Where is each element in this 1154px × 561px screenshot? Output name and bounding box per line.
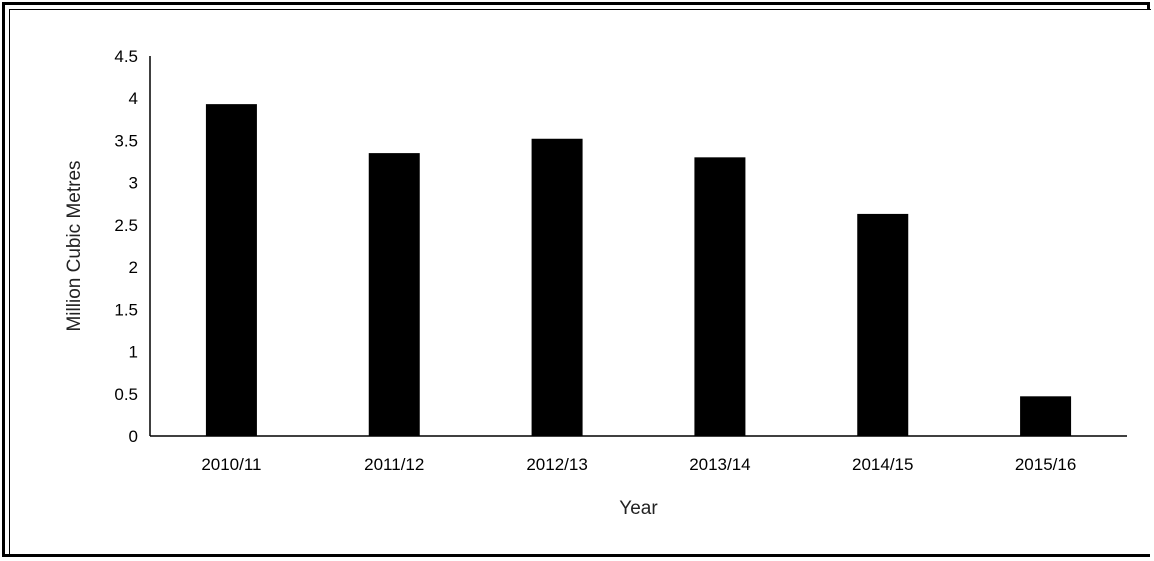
bar: [857, 213, 909, 436]
x-tick-label: 2012/13: [526, 455, 587, 474]
axes-layer: [149, 56, 1127, 437]
y-tick-label: 3.5: [114, 131, 138, 150]
bar: [694, 157, 746, 437]
x-tick-labels: 2010/11 2011/12 2012/13 2013/14 2014/15 2015/…: [201, 455, 1076, 474]
y-tick-label: 2.5: [114, 216, 138, 235]
x-axis-title: Year: [619, 498, 658, 519]
x-tick-label: 2014/15: [852, 455, 913, 474]
x-tick-label: 2015/16: [1015, 455, 1076, 474]
bar: [1020, 396, 1072, 436]
bars-layer: [205, 104, 1072, 437]
y-tick-label: 2: [129, 258, 138, 277]
y-tick-label: 4: [129, 89, 138, 108]
y-tick-label: 3: [129, 174, 138, 193]
y-tick-labels: 0 0.5 1 1.5 2 2.5 3 3.5 4 4.5: [114, 47, 138, 446]
bar: [205, 104, 257, 436]
x-tick-label: 2011/12: [364, 455, 424, 474]
y-tick-label: 1.5: [114, 300, 138, 319]
bar: [368, 153, 420, 436]
y-tick-label: 1: [129, 343, 138, 362]
x-tick-label: 2013/14: [689, 455, 750, 474]
y-tick-label: 4.5: [114, 47, 138, 66]
y-tick-label: 0.5: [114, 385, 138, 404]
y-axis-title: Million Cubic Metres: [64, 160, 85, 331]
y-tick-label: 0: [129, 427, 138, 446]
x-tick-label: 2010/11: [201, 455, 261, 474]
bar: [531, 138, 583, 436]
